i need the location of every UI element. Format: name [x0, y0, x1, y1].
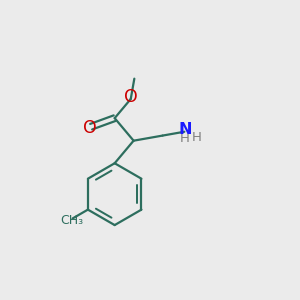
Text: H: H [180, 132, 190, 145]
Text: O: O [124, 88, 138, 106]
Text: CH₃: CH₃ [60, 214, 83, 227]
Text: N: N [179, 122, 192, 137]
Text: O: O [83, 119, 97, 137]
Text: H: H [192, 130, 202, 143]
